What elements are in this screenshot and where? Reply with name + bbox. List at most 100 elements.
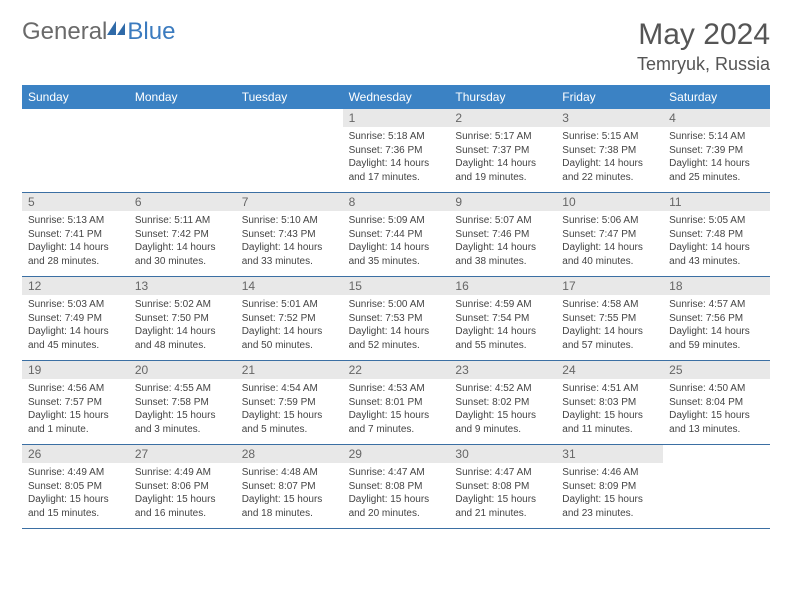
daylight-line2: and 50 minutes. <box>242 339 337 353</box>
day-cell: 28Sunrise: 4:48 AMSunset: 8:07 PMDayligh… <box>236 445 343 528</box>
day-cell <box>663 445 770 528</box>
day-number: 3 <box>556 109 663 127</box>
day-number: 26 <box>22 445 129 463</box>
daylight-line1: Daylight: 15 hours <box>349 409 444 423</box>
sunrise: Sunrise: 5:13 AM <box>28 214 123 228</box>
sunset: Sunset: 7:53 PM <box>349 312 444 326</box>
day-info: Sunrise: 5:14 AMSunset: 7:39 PMDaylight:… <box>669 130 764 184</box>
sunset: Sunset: 8:08 PM <box>349 480 444 494</box>
daylight-line2: and 57 minutes. <box>562 339 657 353</box>
dow-mon: Monday <box>129 85 236 109</box>
dow-sat: Saturday <box>663 85 770 109</box>
day-cell: 24Sunrise: 4:51 AMSunset: 8:03 PMDayligh… <box>556 361 663 444</box>
day-number: 12 <box>22 277 129 295</box>
day-cell <box>236 109 343 192</box>
daylight-line1: Daylight: 14 hours <box>562 325 657 339</box>
day-cell <box>129 109 236 192</box>
sunset: Sunset: 8:02 PM <box>455 396 550 410</box>
sunrise: Sunrise: 5:00 AM <box>349 298 444 312</box>
week-row: 5Sunrise: 5:13 AMSunset: 7:41 PMDaylight… <box>22 193 770 277</box>
daylight-line1: Daylight: 14 hours <box>562 241 657 255</box>
day-cell: 21Sunrise: 4:54 AMSunset: 7:59 PMDayligh… <box>236 361 343 444</box>
sunrise: Sunrise: 4:46 AM <box>562 466 657 480</box>
day-cell: 22Sunrise: 4:53 AMSunset: 8:01 PMDayligh… <box>343 361 450 444</box>
daylight-line1: Daylight: 14 hours <box>349 325 444 339</box>
title-block: May 2024 Temryuk, Russia <box>637 18 770 75</box>
daylight-line1: Daylight: 14 hours <box>455 325 550 339</box>
week-row: 19Sunrise: 4:56 AMSunset: 7:57 PMDayligh… <box>22 361 770 445</box>
daylight-line2: and 21 minutes. <box>455 507 550 521</box>
daylight-line2: and 18 minutes. <box>242 507 337 521</box>
day-info: Sunrise: 4:59 AMSunset: 7:54 PMDaylight:… <box>455 298 550 352</box>
day-info: Sunrise: 5:06 AMSunset: 7:47 PMDaylight:… <box>562 214 657 268</box>
sunset: Sunset: 7:54 PM <box>455 312 550 326</box>
day-info: Sunrise: 4:49 AMSunset: 8:05 PMDaylight:… <box>28 466 123 520</box>
dow-tue: Tuesday <box>236 85 343 109</box>
sunset: Sunset: 7:44 PM <box>349 228 444 242</box>
sunrise: Sunrise: 4:47 AM <box>349 466 444 480</box>
sunset: Sunset: 8:04 PM <box>669 396 764 410</box>
day-cell: 17Sunrise: 4:58 AMSunset: 7:55 PMDayligh… <box>556 277 663 360</box>
daylight-line1: Daylight: 15 hours <box>455 409 550 423</box>
logo-text-gray: General <box>22 18 107 46</box>
daylight-line1: Daylight: 15 hours <box>669 409 764 423</box>
day-cell: 8Sunrise: 5:09 AMSunset: 7:44 PMDaylight… <box>343 193 450 276</box>
sunset: Sunset: 7:52 PM <box>242 312 337 326</box>
day-info: Sunrise: 5:10 AMSunset: 7:43 PMDaylight:… <box>242 214 337 268</box>
day-number: 13 <box>129 277 236 295</box>
day-cell: 31Sunrise: 4:46 AMSunset: 8:09 PMDayligh… <box>556 445 663 528</box>
sunset: Sunset: 7:38 PM <box>562 144 657 158</box>
day-info: Sunrise: 4:47 AMSunset: 8:08 PMDaylight:… <box>349 466 444 520</box>
sunrise: Sunrise: 4:58 AM <box>562 298 657 312</box>
daylight-line2: and 33 minutes. <box>242 255 337 269</box>
day-cell: 25Sunrise: 4:50 AMSunset: 8:04 PMDayligh… <box>663 361 770 444</box>
daylight-line2: and 19 minutes. <box>455 171 550 185</box>
sunset: Sunset: 7:50 PM <box>135 312 230 326</box>
daylight-line2: and 55 minutes. <box>455 339 550 353</box>
daylight-line2: and 25 minutes. <box>669 171 764 185</box>
sunrise: Sunrise: 4:54 AM <box>242 382 337 396</box>
sunset: Sunset: 7:46 PM <box>455 228 550 242</box>
day-cell: 3Sunrise: 5:15 AMSunset: 7:38 PMDaylight… <box>556 109 663 192</box>
sunrise: Sunrise: 4:52 AM <box>455 382 550 396</box>
daylight-line1: Daylight: 15 hours <box>242 409 337 423</box>
daylight-line2: and 9 minutes. <box>455 423 550 437</box>
sunset: Sunset: 8:05 PM <box>28 480 123 494</box>
day-cell: 30Sunrise: 4:47 AMSunset: 8:08 PMDayligh… <box>449 445 556 528</box>
calendar: Sunday Monday Tuesday Wednesday Thursday… <box>22 85 770 529</box>
sunrise: Sunrise: 5:03 AM <box>28 298 123 312</box>
day-cell: 20Sunrise: 4:55 AMSunset: 7:58 PMDayligh… <box>129 361 236 444</box>
sunset: Sunset: 8:06 PM <box>135 480 230 494</box>
sunrise: Sunrise: 5:10 AM <box>242 214 337 228</box>
day-number: 15 <box>343 277 450 295</box>
day-info: Sunrise: 4:46 AMSunset: 8:09 PMDaylight:… <box>562 466 657 520</box>
day-number: 30 <box>449 445 556 463</box>
dow-sun: Sunday <box>22 85 129 109</box>
day-cell: 6Sunrise: 5:11 AMSunset: 7:42 PMDaylight… <box>129 193 236 276</box>
sunrise: Sunrise: 5:02 AM <box>135 298 230 312</box>
sunset: Sunset: 7:36 PM <box>349 144 444 158</box>
daylight-line2: and 52 minutes. <box>349 339 444 353</box>
calendar-page: General Blue May 2024 Temryuk, Russia Su… <box>0 0 792 547</box>
day-info: Sunrise: 4:51 AMSunset: 8:03 PMDaylight:… <box>562 382 657 436</box>
day-info: Sunrise: 4:58 AMSunset: 7:55 PMDaylight:… <box>562 298 657 352</box>
day-cell: 12Sunrise: 5:03 AMSunset: 7:49 PMDayligh… <box>22 277 129 360</box>
day-number: 11 <box>663 193 770 211</box>
day-info: Sunrise: 4:54 AMSunset: 7:59 PMDaylight:… <box>242 382 337 436</box>
day-info: Sunrise: 5:01 AMSunset: 7:52 PMDaylight:… <box>242 298 337 352</box>
sunrise: Sunrise: 5:05 AM <box>669 214 764 228</box>
day-cell: 11Sunrise: 5:05 AMSunset: 7:48 PMDayligh… <box>663 193 770 276</box>
sunrise: Sunrise: 4:53 AM <box>349 382 444 396</box>
sunrise: Sunrise: 5:07 AM <box>455 214 550 228</box>
daylight-line2: and 22 minutes. <box>562 171 657 185</box>
day-number: 7 <box>236 193 343 211</box>
sunrise: Sunrise: 5:06 AM <box>562 214 657 228</box>
daylight-line2: and 48 minutes. <box>135 339 230 353</box>
sunrise: Sunrise: 5:17 AM <box>455 130 550 144</box>
sunset: Sunset: 8:08 PM <box>455 480 550 494</box>
day-info: Sunrise: 5:00 AMSunset: 7:53 PMDaylight:… <box>349 298 444 352</box>
sunset: Sunset: 7:49 PM <box>28 312 123 326</box>
daylight-line1: Daylight: 15 hours <box>135 409 230 423</box>
daylight-line1: Daylight: 14 hours <box>455 241 550 255</box>
day-number: 19 <box>22 361 129 379</box>
